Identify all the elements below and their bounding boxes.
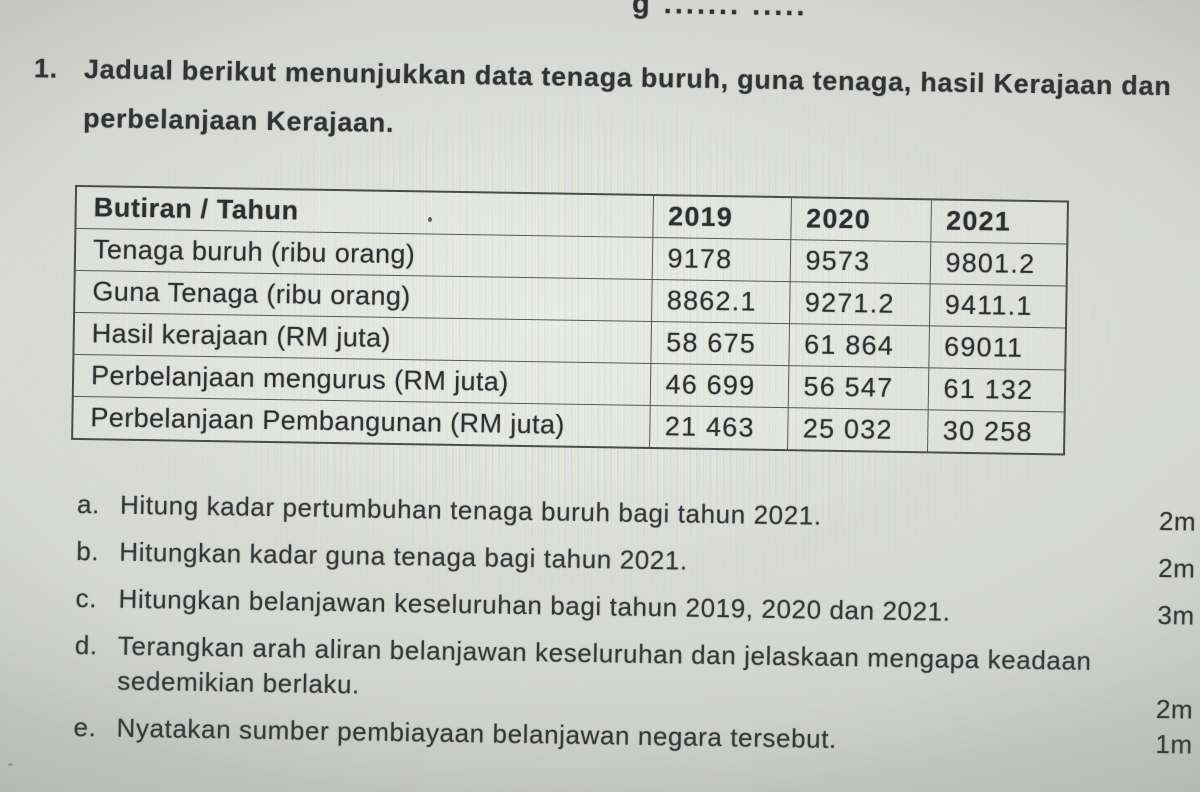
subquestion-letter: c. [75,582,98,614]
cell-value: 56 547 [787,365,929,410]
mark-label: 2m [1157,552,1196,584]
cell-value: 9801.2 [929,241,1068,287]
subquestion-letter: a. [76,488,101,520]
mark-label: 2m [1158,505,1197,537]
document-photo: g ....... ..... 1. Jadual berikut menunj… [33,0,1200,763]
subquestion-row-a: a. Hitung kadar pertumbuhan tenaga buruh … [77,487,1200,540]
cell-value: 9411.1 [928,283,1067,329]
subquestion-text: Hitungkan belanjawan keseluruhan bagi ta… [118,583,951,627]
mark-label: 2m [1155,693,1194,725]
row-label: Perbelanjaan Pembangunan (RM juta) [72,396,650,448]
subquestion-letter: b. [76,535,100,567]
stray-ink-dot [8,763,13,766]
cell-value: 25 032 [787,407,928,453]
table-header-2019: 2019 [652,194,791,240]
subquestion-row-e: e. Nyatakan sumber pembiayaan belanjawan … [73,710,1200,763]
subquestion-row-d: d. Terangkan arah aliran belanjawan kesel… [74,628,1200,725]
subquestion-row-b: b. Hitungkan kadar guna tenaga bagi tahun… [76,534,1200,587]
cell-value: 8862.1 [651,279,790,324]
question-intro-text: Jadual berikut menunjukkan data tenaga b… [83,45,1172,160]
cell-value: 21 463 [649,405,788,451]
subquestion-text-line-2: sedemikian berlaku. [117,665,361,700]
intro-line-2: perbelanjaan Kerajaan. [82,103,395,138]
intro-line-1: Jadual berikut menunjukkan data tenaga b… [83,54,1172,102]
subquestion-text: Hitungkan kadar guna tenaga bagi tahun 2… [119,536,689,576]
cutoff-text-fragment: g ....... ..... [631,0,808,23]
subquestion-letter: d. [74,629,98,661]
table-header-2020: 2020 [790,197,931,242]
cell-value: 30 258 [927,409,1065,455]
cell-value: 9271.2 [789,281,930,326]
stray-ink-dot [428,217,432,222]
cell-value: 9573 [789,239,931,284]
data-table: Butiran / Tahun 2019 2020 2021 Tenaga bu… [71,184,1069,456]
cell-value: 58 675 [650,321,790,366]
cell-value: 69011 [928,325,1066,370]
cell-value: 46 699 [649,363,789,408]
question-intro: 1. Jadual berikut menunjukkan data tenag… [33,44,1200,161]
cell-value: 9178 [651,237,791,282]
table-header-2021: 2021 [930,199,1068,245]
mark-label: 1m [1155,728,1193,760]
subquestion-list: a. Hitung kadar pertumbuhan tenaga buruh … [73,487,1200,763]
subquestion-letter: e. [73,711,97,743]
cell-value: 61 132 [927,367,1066,412]
subquestion-text: Hitung kadar pertumbuhan tenaga buruh ba… [119,489,822,531]
cell-value: 61 864 [788,323,929,368]
subquestion-row-c: c. Hitungkan belanjawan keseluruhan bagi … [75,581,1200,634]
subquestion-text: Nyatakan sumber pembiayaan belanjawan ne… [116,712,838,754]
question-number: 1. [33,53,59,84]
mark-label: 3m [1157,599,1195,631]
